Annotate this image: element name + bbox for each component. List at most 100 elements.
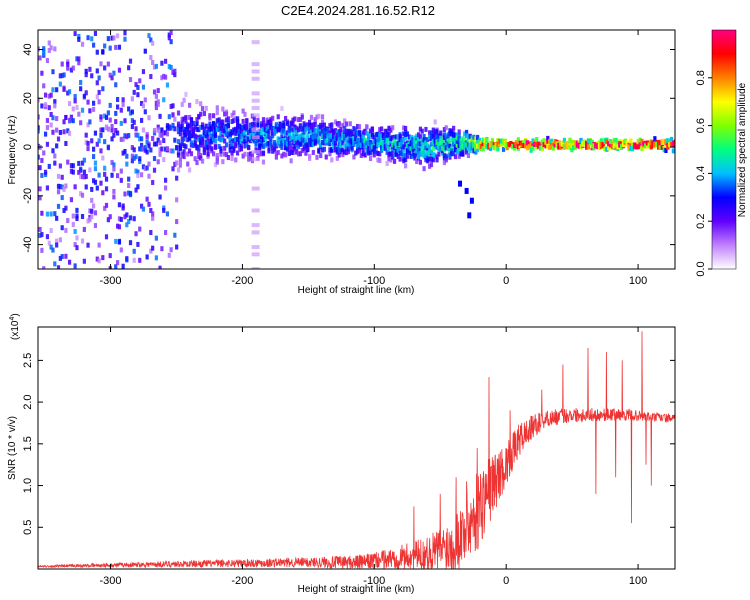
spectrogram-cell (64, 140, 68, 146)
spectrogram-cell (367, 131, 371, 137)
spectrogram-cell (474, 141, 478, 147)
spectrogram-cell (106, 36, 110, 42)
spectrogram-cell (322, 122, 326, 128)
spectrogram-cell (128, 240, 133, 246)
spectrogram-cell (210, 126, 214, 132)
spectrogram-cell (43, 169, 48, 175)
spectrogram-cell (644, 143, 648, 149)
spectrogram-cell (176, 139, 181, 145)
spectrogram-cell (56, 173, 61, 179)
spectrogram-cell (138, 257, 142, 263)
spectrogram-cell (448, 152, 452, 158)
spectrogram-cell (247, 136, 251, 142)
spectrogram-cell (322, 128, 326, 134)
spectrogram-cell (223, 124, 227, 130)
spectrogram-cell (282, 128, 286, 134)
spectrogram-cell (117, 44, 122, 50)
spectrogram-cell (38, 125, 40, 131)
spectrogram-cell (656, 144, 661, 150)
spectrogram-cell (243, 139, 247, 145)
spectrogram-cell (383, 143, 387, 149)
spectrogram-cell (75, 104, 79, 110)
spectrogram-cell (311, 122, 315, 128)
spectrogram-cell (176, 167, 181, 173)
spectrogram-cell (103, 165, 107, 171)
spectrogram-cell (599, 138, 603, 144)
spectrogram-cell (108, 253, 112, 259)
spectrogram-cell (452, 137, 456, 143)
spectrogram-cell (219, 122, 223, 128)
spectrogram-cell (378, 142, 382, 148)
spectrogram-cell (88, 66, 92, 72)
spectrogram-x-ticks: -300 -200 -100 0 100 (100, 30, 647, 287)
spectrogram-cell (251, 69, 260, 74)
spectrogram-cell (158, 113, 162, 119)
spectrogram-cell (315, 138, 319, 144)
spectrogram-cell (80, 192, 85, 198)
spectrogram-cell (605, 138, 609, 144)
spectrogram-cell (49, 211, 53, 217)
spectrogram-cell (572, 139, 576, 145)
spectrogram-cell (176, 127, 181, 133)
spectrogram-cell (261, 159, 266, 165)
spectrogram-cell (413, 143, 417, 149)
spectrogram-cell (476, 147, 480, 153)
spectrogram-cell (629, 145, 633, 151)
spectrogram-cell (638, 142, 642, 148)
spectrogram-cell (200, 124, 205, 130)
spectrogram-cell (341, 149, 345, 155)
spectrogram-cell (306, 142, 310, 148)
snr-x-ticks: -300 -200 -100 0 100 (100, 327, 647, 587)
spectrogram-cell (115, 33, 120, 39)
spectrogram-cell (440, 137, 445, 143)
spectrogram-cell (180, 153, 184, 159)
spectrogram-cell (474, 136, 478, 142)
spectrogram-cell (204, 133, 208, 139)
spectrogram-cell (147, 33, 151, 39)
spectrogram-cell (267, 140, 271, 146)
spectrogram-cell (152, 127, 157, 133)
spectrogram-cell (66, 90, 70, 96)
spectrogram-cell (121, 263, 125, 269)
spectrogram-cell (69, 116, 74, 122)
spectrogram-cell (73, 31, 77, 37)
spectrogram-cell (527, 141, 531, 147)
spectrogram-cell (197, 113, 201, 119)
spectrogram-cell (258, 151, 262, 157)
spectrogram-cell (215, 127, 219, 133)
spectrogram-cell (212, 113, 216, 119)
spectrogram-cell (280, 138, 284, 144)
y-tick-label: 1.0 (22, 478, 34, 493)
spectrogram-cell (385, 128, 389, 134)
spectrogram-cell (99, 132, 103, 138)
spectrogram-cell (51, 15, 54, 20)
spectrogram-cell (175, 219, 179, 225)
spectrogram-cell (215, 159, 219, 165)
spectrogram-cell (182, 149, 186, 155)
spectrogram-cell (607, 145, 611, 151)
spectrogram-cell (453, 132, 458, 138)
spectrogram-cell (612, 138, 616, 144)
spectrogram-cell (117, 239, 122, 245)
spectrogram-cell (404, 125, 408, 131)
spectrogram-cell (224, 132, 229, 138)
spectrogram-cell (86, 218, 90, 224)
spectrogram-cell (202, 111, 206, 117)
spectrogram-cell (280, 123, 284, 129)
spectrogram-cell (237, 134, 242, 140)
spectrogram-cell (459, 138, 463, 144)
spectrogram-cell (99, 61, 103, 67)
spectrogram-cell (130, 124, 134, 130)
spectrogram-cell (330, 136, 334, 142)
spectrogram-cell (251, 135, 260, 140)
spectrogram-cell (193, 124, 197, 130)
spectrogram-cell (599, 142, 603, 148)
spectrogram-cell (494, 142, 498, 148)
spectrogram-cell (389, 127, 393, 133)
spectrogram-cell (467, 212, 472, 219)
spectrogram-cell (184, 115, 188, 121)
spectrogram-cell (380, 145, 384, 151)
spectrogram-cell (514, 141, 519, 147)
spectrogram-cell (481, 146, 485, 152)
spectrogram-cell (139, 136, 144, 142)
